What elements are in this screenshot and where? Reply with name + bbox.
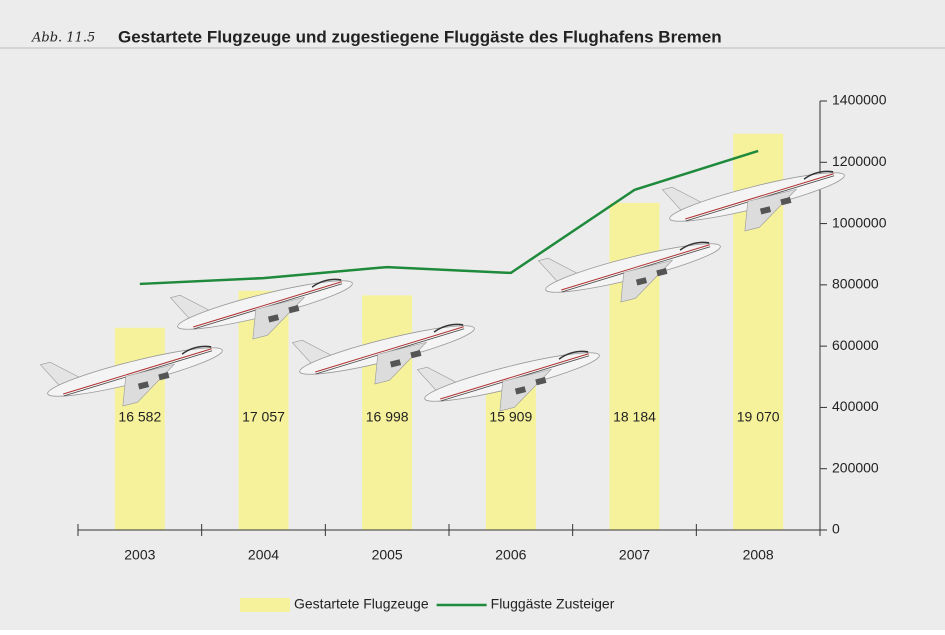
data-label: 16 998: [366, 409, 409, 425]
data-label: 18 184: [613, 409, 656, 425]
x-tick-label: 2004: [248, 547, 279, 563]
legend-label: Gestartete Flugzeuge: [294, 596, 429, 612]
data-label: 15 909: [489, 409, 532, 425]
chart-title: Gestartete Flugzeuge und zugestiegene Fl…: [118, 27, 722, 46]
y-tick-label: 1200000: [832, 153, 887, 169]
data-label: 19 070: [737, 409, 780, 425]
x-tick-label: 2006: [495, 547, 526, 563]
data-label: 16 582: [118, 409, 161, 425]
y-tick-label: 600000: [832, 337, 879, 353]
x-tick-label: 2003: [124, 547, 155, 563]
y-tick-label: 1000000: [832, 214, 887, 230]
x-tick-label: 2007: [619, 547, 650, 563]
y-tick-label: 200000: [832, 459, 879, 475]
y-tick-label: 800000: [832, 276, 879, 292]
x-tick-label: 2008: [743, 547, 774, 563]
figure-label: Abb. 11.5: [31, 31, 95, 46]
background: [0, 0, 945, 630]
legend-swatch: [240, 598, 290, 612]
data-label: 17 057: [242, 409, 285, 425]
y-tick-label: 1400000: [832, 92, 887, 108]
x-tick-label: 2005: [372, 547, 403, 563]
y-tick-label: 0: [832, 521, 840, 537]
chart: Abb. 11.5 Gestartete Flugzeuge und zuges…: [0, 0, 945, 630]
y-tick-label: 400000: [832, 398, 879, 414]
legend-label: Fluggäste Zusteiger: [491, 596, 615, 612]
